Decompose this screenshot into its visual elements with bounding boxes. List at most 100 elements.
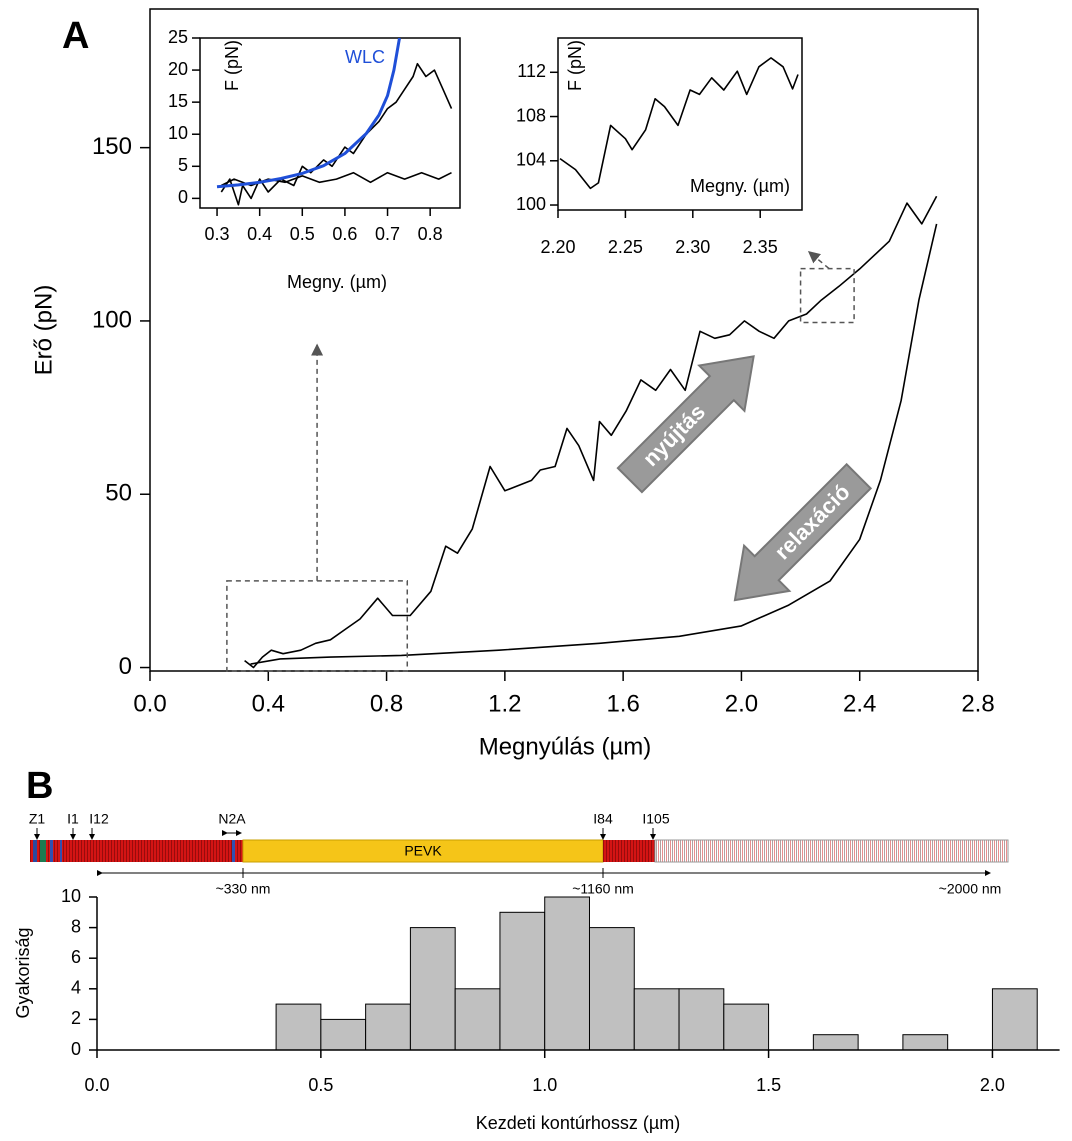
bar bbox=[991, 988, 1038, 1051]
x-tick-label: 1.6 bbox=[606, 690, 639, 717]
y-tick-label: 4 bbox=[71, 978, 81, 998]
main-chart: 0.0 0.4 0.8 1.2 1.6 2.0 2.4 2.8050100150Megnyúl… bbox=[13, 8, 1060, 1133]
domain-ig bbox=[603, 840, 655, 862]
bar bbox=[544, 896, 590, 1051]
bar bbox=[902, 1034, 949, 1051]
x-tick-label: 0.3 bbox=[205, 224, 230, 244]
domain-label: I105 bbox=[642, 811, 669, 827]
scale-label: ~1160 nm bbox=[572, 881, 634, 897]
arrow-shape bbox=[733, 462, 873, 602]
y-axis-label: F (pN) bbox=[222, 40, 242, 91]
domain-label: N2A bbox=[218, 811, 246, 827]
y-tick-label: 108 bbox=[516, 105, 546, 125]
domain-label: I1 bbox=[67, 811, 79, 827]
x-tick-label: 2.30 bbox=[675, 237, 710, 257]
x-tick-label: 2.0 bbox=[725, 690, 758, 717]
scale-label: ~330 nm bbox=[216, 881, 271, 897]
bar bbox=[499, 911, 546, 1051]
x-tick-label: 2.25 bbox=[608, 237, 643, 257]
scale-label: ~2000 nm bbox=[939, 881, 1002, 897]
x-tick-label: 2.20 bbox=[540, 237, 575, 257]
y-tick-label: 5 bbox=[178, 155, 188, 175]
y-tick-label: 100 bbox=[516, 194, 546, 214]
x-axis-label: Megnyúlás (µm) bbox=[479, 733, 652, 760]
series-label: WLC bbox=[345, 47, 385, 67]
y-axis-label: F (pN) bbox=[565, 40, 585, 91]
y-tick-label: 15 bbox=[168, 91, 188, 111]
x-tick-label: 1.5 bbox=[756, 1075, 781, 1095]
y-tick-label: 100 bbox=[92, 306, 132, 333]
x-tick-label: 0.5 bbox=[290, 224, 315, 244]
y-tick-label: 2 bbox=[71, 1008, 81, 1028]
domain-map: PEVK Z1 I1 I12 N2A I84 I105 ~330 nm ~116… bbox=[29, 811, 1009, 897]
x-tick-label: 2.35 bbox=[743, 237, 778, 257]
y-tick-label: 0 bbox=[71, 1039, 81, 1059]
histogram: 0.0 0.5 1.0 1.5 2.0 0 2 4 6 8 10 Kezdeti kontúrhoss… bbox=[13, 886, 1060, 1133]
x-axis-label: Megny. (µm) bbox=[690, 176, 790, 196]
domain-aband bbox=[654, 839, 1009, 863]
bar bbox=[723, 1003, 770, 1051]
bar bbox=[409, 927, 456, 1051]
x-tick-label: 0.0 bbox=[84, 1075, 109, 1095]
x-tick-label: 1.0 bbox=[532, 1075, 557, 1095]
y-tick-label: 0 bbox=[178, 187, 188, 207]
bar bbox=[678, 988, 725, 1051]
x-tick-label: 0.7 bbox=[375, 224, 400, 244]
y-tick-label: 25 bbox=[168, 27, 188, 47]
bar bbox=[588, 927, 635, 1051]
panel-label: A bbox=[62, 15, 89, 57]
x-tick-label: 0.8 bbox=[370, 690, 403, 717]
bar bbox=[365, 1003, 411, 1051]
bar bbox=[320, 1018, 367, 1051]
data-line bbox=[216, 38, 401, 189]
data-line bbox=[559, 57, 799, 190]
y-axis-label: Erő (pN) bbox=[30, 285, 57, 376]
x-tick-label: 2.0 bbox=[980, 1075, 1005, 1095]
y-tick-label: 104 bbox=[516, 150, 546, 170]
domain-n2a bbox=[232, 840, 235, 862]
domain-label: Z1 bbox=[29, 811, 46, 827]
zoom-arrow bbox=[807, 251, 830, 270]
y-tick-label: 10 bbox=[168, 123, 188, 143]
domain-z bbox=[50, 840, 53, 862]
domain-label: I84 bbox=[593, 811, 613, 827]
x-tick-label: 0.5 bbox=[308, 1075, 333, 1095]
domain-label: I12 bbox=[89, 811, 109, 827]
y-tick-label: 6 bbox=[71, 947, 81, 967]
y-axis-label: Gyakoriság bbox=[13, 927, 33, 1018]
x-tick-label: 0.4 bbox=[247, 224, 272, 244]
x-tick-label: 2.8 bbox=[961, 690, 994, 717]
x-axis-label: Megny. (µm) bbox=[287, 272, 387, 292]
domain-z bbox=[33, 840, 37, 862]
x-tick-label: 0.6 bbox=[332, 224, 357, 244]
data-line bbox=[250, 223, 938, 665]
bar bbox=[275, 1003, 322, 1051]
y-tick-label: 8 bbox=[71, 916, 81, 936]
panel-label: B bbox=[26, 765, 53, 807]
x-tick-label: 1.2 bbox=[488, 690, 521, 717]
line-chart: 2.20 2.25 2.30 2.35 100 104 108 112 Megny. (µm) F… bbox=[516, 37, 803, 257]
arrow-shape bbox=[616, 355, 755, 494]
data-line bbox=[244, 195, 938, 669]
bar bbox=[633, 988, 680, 1051]
line-chart: 0.0 0.4 0.8 1.2 1.6 2.0 2.4 2.8050100150Megnyúl… bbox=[30, 8, 995, 760]
region-label: PEVK bbox=[404, 843, 442, 859]
domain-ig bbox=[30, 840, 243, 862]
x-tick-label: 0.8 bbox=[418, 224, 443, 244]
bar bbox=[812, 1034, 859, 1051]
x-tick-label: 0.4 bbox=[252, 690, 285, 717]
y-tick-label: 150 bbox=[92, 133, 132, 160]
y-tick-label: 50 bbox=[105, 480, 132, 507]
y-tick-label: 0 bbox=[119, 653, 132, 680]
domain-z bbox=[40, 840, 46, 862]
y-tick-label: 10 bbox=[61, 886, 81, 906]
line-chart: 0.3 0.4 0.5 0.6 0.7 0.8 0 5 10 15 20 25 Megny. (µm) F… bbox=[168, 27, 461, 292]
x-tick-label: 2.4 bbox=[843, 690, 876, 717]
bar bbox=[454, 988, 501, 1051]
y-tick-label: 20 bbox=[168, 59, 188, 79]
x-tick-label: 0.0 bbox=[133, 690, 166, 717]
domain-z bbox=[60, 840, 62, 862]
y-tick-label: 112 bbox=[517, 61, 546, 81]
